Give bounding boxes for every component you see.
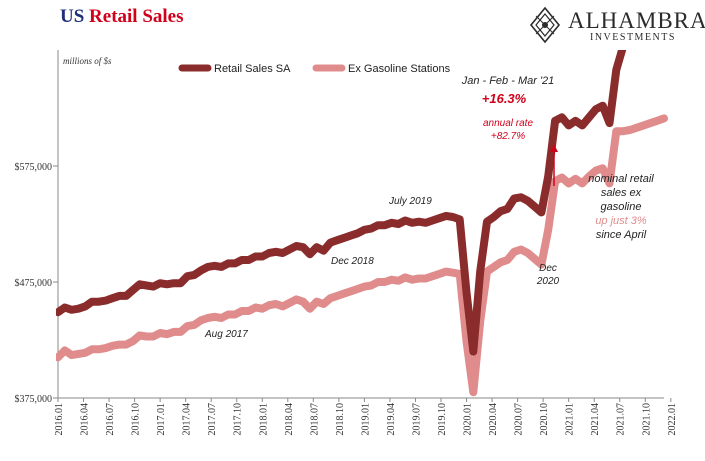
series-line-retail-sales [56, 50, 627, 356]
x-tick-label: 2021.07 [616, 403, 627, 436]
annotation-jfm: Jan - Feb - Mar '21 [461, 75, 555, 87]
annotation-nom5: since April [596, 229, 647, 241]
y-tick-label: $475,000 [15, 278, 53, 289]
title-part-retail-sales: Retail Sales [89, 6, 184, 27]
x-tick-label: 2017.07 [207, 403, 218, 436]
alhambra-emblem-icon [529, 6, 561, 44]
x-tick-label: 2016.07 [105, 403, 116, 436]
chart-title: US Retail Sales [60, 6, 184, 28]
annotation-jul2019: July 2019 [388, 196, 432, 207]
chart-labels: Aug 2017 Dec 2018 July 2019 Dec 2020 Jan - Fe… [204, 75, 654, 340]
annotation-ann2: +82.7% [491, 131, 525, 142]
annotation-aug2017: Aug 2017 [204, 329, 248, 340]
x-tick-label: 2021.01 [565, 403, 576, 436]
x-tick-label: 2016.01 [54, 403, 65, 436]
x-tick-label: 2019.01 [360, 403, 371, 436]
x-tick-label: 2018.04 [284, 403, 295, 436]
arrow-head-icon [550, 144, 558, 152]
chart-axes: $375,000 $475,000 $575,000 2016.01 2016.04 20… [15, 50, 678, 436]
x-tick-label: 2022.01 [667, 403, 678, 436]
legend-label: Retail Sales SA [214, 63, 291, 75]
title-part-us: US [60, 6, 85, 27]
logo-subtitle: INVESTMENTS [590, 32, 676, 43]
y-tick-label: $575,000 [15, 162, 53, 173]
x-tick-label: 2016.10 [131, 403, 142, 436]
series-line-ex-gasoline [56, 114, 668, 397]
y-tick-label: $375,000 [15, 394, 53, 405]
x-tick-label: 2020.07 [514, 403, 525, 436]
annotation-dec2020b: 2020 [536, 276, 560, 287]
x-tick-label: 2020.04 [488, 403, 499, 436]
alhambra-logo: ALHAMBRA INVESTMENTS [528, 6, 705, 46]
annotation-ann1: annual rate [483, 118, 533, 129]
annotation-dec2020a: Dec [539, 263, 557, 274]
annotation-pct: +16.3% [482, 91, 527, 106]
x-tick-label: 2019.07 [411, 403, 422, 436]
logo-name: ALHAMBRA [568, 8, 705, 33]
annotation-dec2018: Dec 2018 [331, 256, 374, 267]
x-tick-label: 2019.10 [437, 403, 448, 436]
x-tick-label: 2021.04 [590, 403, 601, 436]
x-tick-label: 2021.10 [641, 403, 652, 436]
x-tick-label: 2017.10 [233, 403, 244, 436]
x-tick-label: 2019.04 [386, 403, 397, 436]
annotation-nom4: up just 3% [595, 215, 647, 227]
annotation-nom2: sales ex [601, 187, 642, 199]
x-tick-label: 2016.04 [80, 403, 91, 436]
x-tick-label: 2018.07 [309, 403, 320, 436]
x-tick-label: 2020.10 [539, 403, 550, 436]
x-tick-label: 2018.10 [335, 403, 346, 436]
x-tick-label: 2020.01 [463, 403, 474, 436]
chart-legend: Retail Sales SA Ex Gasoline Stations [178, 63, 451, 75]
chart-lines [56, 50, 668, 397]
x-tick-label: 2017.04 [182, 403, 193, 436]
annotation-nom3: gasoline [601, 201, 642, 213]
x-tick-label: 2018.01 [258, 403, 269, 436]
legend-label: Ex Gasoline Stations [348, 63, 451, 75]
y-axis-label: millions of $s [63, 56, 112, 66]
x-tick-label: 2017.01 [156, 403, 167, 436]
annotation-nom1: nominal retail [588, 173, 654, 185]
